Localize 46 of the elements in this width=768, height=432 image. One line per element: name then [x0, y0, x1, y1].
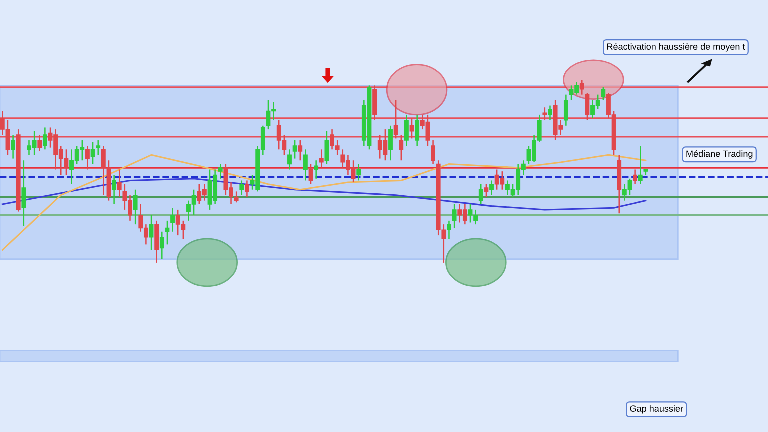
text: Réactivation haussière de moyen t	[607, 43, 746, 52]
text: Gap haussier	[630, 405, 684, 414]
candlestick	[218, 164, 223, 180]
candlestick	[240, 180, 244, 196]
candlestick	[42, 127, 48, 150]
candlestick	[245, 180, 250, 198]
candlestick	[133, 189, 138, 226]
candlestick	[388, 125, 393, 162]
candlestick	[580, 80, 584, 96]
candlestick	[447, 220, 452, 240]
candlestick	[638, 145, 643, 185]
candlestick	[490, 180, 494, 196]
candlestick	[117, 169, 122, 198]
candlestick	[38, 134, 42, 152]
text: Médiane Trading	[686, 150, 753, 159]
candlestick	[288, 149, 292, 170]
candlestick	[90, 142, 96, 165]
candlestick	[308, 164, 314, 185]
candlestick	[415, 114, 420, 147]
candlestick	[431, 140, 436, 165]
candlestick	[149, 214, 154, 251]
candlestick	[404, 114, 409, 147]
candlestick	[478, 184, 484, 206]
candlestick	[548, 105, 552, 122]
candlestick	[112, 174, 117, 206]
candlestick	[314, 160, 319, 180]
candlestick	[11, 134, 16, 160]
candlestick	[399, 134, 404, 162]
candlestick	[292, 140, 298, 160]
candlestick	[452, 204, 457, 229]
candlestick	[564, 94, 568, 127]
candlestick	[96, 140, 101, 156]
candlestick	[542, 106, 548, 122]
candlestick	[303, 149, 308, 182]
candlestick	[170, 208, 175, 233]
candlestick	[319, 149, 324, 169]
candlestick	[324, 130, 330, 165]
candlestick	[86, 145, 90, 170]
candlestick	[298, 140, 303, 162]
candlestick	[410, 118, 414, 140]
candlestick	[601, 86, 606, 101]
candlestick	[22, 160, 26, 228]
candlestick	[633, 169, 638, 185]
candlestick	[484, 184, 489, 198]
candlestick	[160, 231, 164, 260]
candlestick	[356, 164, 362, 182]
